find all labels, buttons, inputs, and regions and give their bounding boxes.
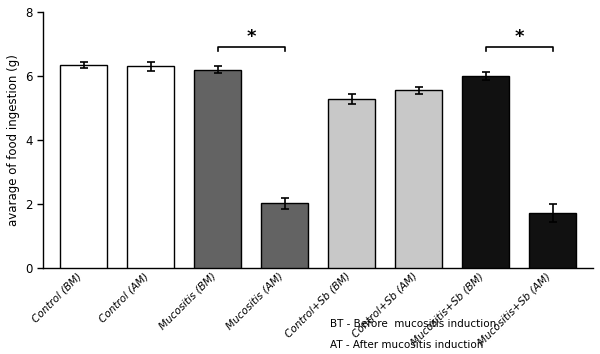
Bar (328, 99, 375, 268)
Bar (395, 90, 442, 268)
Text: *: * (515, 28, 524, 46)
Bar (194, 70, 241, 268)
Y-axis label: avarage of food ingestion (g): avarage of food ingestion (g) (7, 54, 20, 226)
Bar (529, 213, 576, 268)
Bar (60, 65, 107, 268)
Bar (261, 204, 308, 268)
Text: AT - After mucositis induction: AT - After mucositis induction (330, 340, 484, 350)
Bar (463, 76, 509, 268)
Bar (127, 66, 174, 268)
Text: *: * (247, 28, 256, 46)
Text: BT - Before  mucositis induction: BT - Before mucositis induction (330, 319, 496, 329)
